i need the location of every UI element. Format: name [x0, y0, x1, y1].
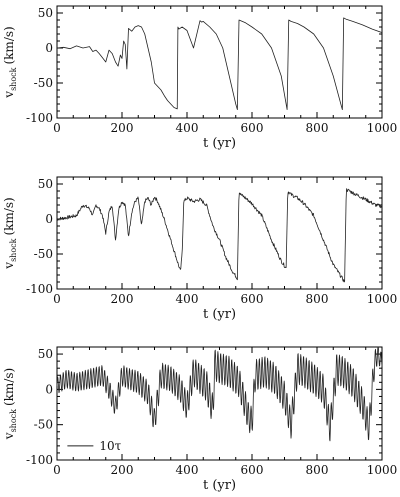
y-axis-label-symbol: v: [2, 432, 16, 440]
x-tick-label: 1000: [367, 292, 398, 306]
y-tick-label: -50: [34, 76, 53, 90]
y-axis-label-subscript: shock: [9, 238, 18, 262]
y-tick-label: -50: [34, 247, 53, 261]
y-tick-label: -100: [26, 282, 53, 296]
y-tick-label: 50: [38, 6, 53, 20]
panel-bottom: 0 200 400 600 800 1000 50 0 -50 -100 t (yr) vshock (…: [2, 346, 398, 493]
x-tick-label: 200: [111, 121, 134, 135]
x-tick-label: 0: [53, 292, 61, 306]
y-tick-label: 50: [38, 177, 53, 191]
y-axis-label-unit: (km/s): [2, 26, 16, 64]
y-axis-label-subscript: shock: [9, 409, 18, 433]
y-tick-label: -100: [26, 453, 53, 467]
y-axis-label-symbol: v: [2, 91, 16, 99]
x-tick-label: 1000: [367, 463, 398, 477]
x-tick-label: 600: [241, 292, 264, 306]
x-tick-label: 200: [111, 292, 134, 306]
y-axis-label-subscript: shock: [9, 67, 18, 91]
y-tick-label: -100: [26, 111, 53, 125]
x-tick-label: 1000: [367, 121, 398, 135]
series-line: [56, 346, 383, 442]
x-tick-label: 600: [241, 463, 264, 477]
y-tick-label: 0: [45, 382, 53, 396]
x-axis-label: t (yr): [203, 136, 236, 151]
series-line: [56, 17, 383, 110]
x-tick-label: 400: [176, 121, 199, 135]
legend-label: 10τ: [99, 439, 121, 453]
x-tick-label: 800: [306, 292, 329, 306]
y-axis-label-unit: (km/s): [2, 197, 16, 235]
y-tick-label: 0: [45, 212, 53, 226]
x-tick-label: 400: [176, 463, 199, 477]
y-axis-label: vshock (km/s): [2, 26, 18, 98]
panel-top: 0 200 400 600 800 1000 50 0 -50 -100 t (yr) vshock (…: [2, 5, 398, 151]
y-tick-label: 50: [38, 347, 53, 361]
x-axis-label: t (yr): [203, 307, 236, 322]
x-tick-label: 800: [306, 463, 329, 477]
y-tick-label: 0: [45, 41, 53, 55]
x-tick-label: 800: [306, 121, 329, 135]
x-axis-label: t (yr): [203, 478, 236, 493]
y-axis-label-unit: (km/s): [2, 368, 16, 406]
y-axis-label-symbol: v: [2, 262, 16, 270]
y-axis-label: vshock (km/s): [2, 368, 18, 440]
panel-middle: 0 200 400 600 800 1000 50 0 -50 -100 t (yr) vshock (…: [2, 176, 398, 322]
x-tick-label: 400: [176, 292, 199, 306]
y-axis-label: vshock (km/s): [2, 197, 18, 269]
series-line: [56, 188, 383, 283]
x-tick-label: 0: [53, 463, 61, 477]
x-tick-label: 200: [111, 463, 134, 477]
x-tick-label: 600: [241, 121, 264, 135]
y-tick-label: -50: [34, 418, 53, 432]
x-tick-label: 0: [53, 121, 61, 135]
